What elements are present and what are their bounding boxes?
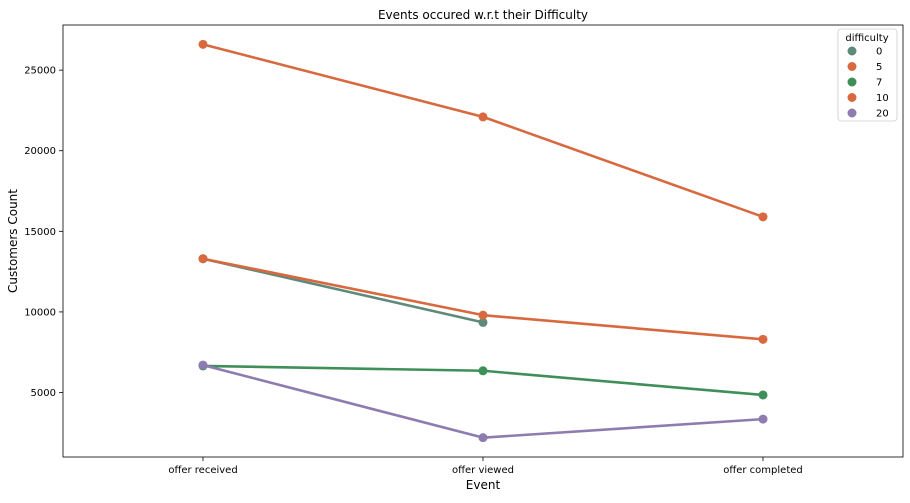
series-points: [198, 39, 768, 443]
legend-entry-label: 5: [876, 62, 882, 73]
x-tick-label: offer viewed: [452, 465, 514, 476]
x-tick-label: offer received: [168, 465, 237, 476]
legend-marker: [847, 46, 857, 56]
y-axis-label: Customers Count: [6, 189, 20, 293]
y-tick-label: 5000: [31, 388, 56, 399]
legend-entry-label: 7: [876, 78, 882, 89]
x-axis-ticks: offer received offer viewed offer complete…: [168, 457, 803, 476]
legend-items: 0 5 7 10 20: [847, 46, 889, 120]
y-axis-ticks: 5000 10000 15000 20000 25000: [24, 66, 63, 399]
y-tick-label: 10000: [24, 307, 56, 318]
legend-marker: [847, 62, 857, 71]
x-axis-label: Event: [466, 478, 501, 492]
series-line-difficulty-5: [202, 257, 764, 341]
y-tick-label: 20000: [24, 146, 56, 157]
data-point-difficulty-20: [198, 360, 208, 370]
data-point-difficulty-0: [478, 317, 488, 327]
data-point-difficulty-10: [478, 112, 488, 122]
data-point-difficulty-5: [478, 310, 488, 320]
chart-title: Events occured w.r.t their Difficulty: [378, 8, 588, 22]
data-point-difficulty-7: [478, 366, 488, 376]
legend-entry-label: 20: [876, 109, 889, 120]
series-lines: [202, 43, 764, 439]
legend-entry-label: 10: [876, 93, 889, 104]
y-tick-label: 15000: [24, 227, 56, 238]
series-line-difficulty-20: [202, 363, 764, 439]
legend-title: difficulty: [845, 33, 888, 44]
data-point-difficulty-20: [758, 414, 768, 424]
y-tick-label: 25000: [24, 66, 56, 77]
x-tick-label: offer completed: [723, 465, 803, 476]
data-point-difficulty-20: [478, 433, 488, 443]
legend-marker: [847, 108, 857, 118]
data-point-difficulty-5: [758, 334, 768, 344]
legend-entry-label: 0: [876, 47, 882, 58]
legend: difficulty 0 5 7 10 20: [837, 28, 898, 122]
series-line-difficulty-10: [202, 43, 764, 219]
data-point-difficulty-7: [758, 390, 768, 400]
legend-marker: [847, 77, 857, 87]
plot-frame: [62, 24, 904, 458]
legend-marker: [847, 93, 857, 102]
data-point-difficulty-10: [198, 39, 208, 49]
data-point-difficulty-5: [198, 254, 208, 264]
data-point-difficulty-10: [758, 212, 768, 222]
